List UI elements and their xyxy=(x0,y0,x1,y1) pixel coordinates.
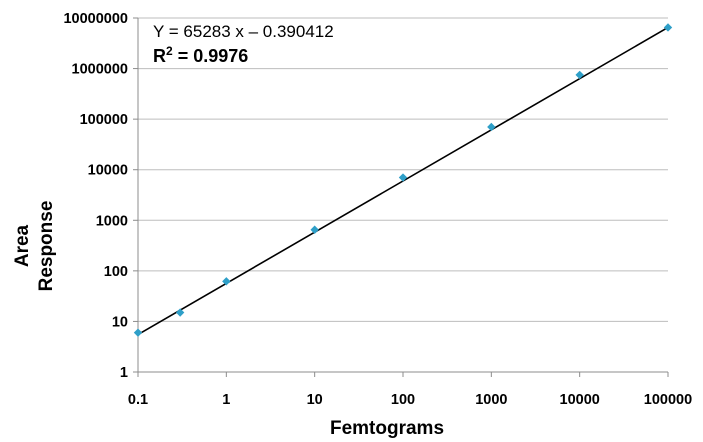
x-tick-label: 10 xyxy=(307,392,323,408)
y-tick-label: 100000 xyxy=(80,112,128,128)
data-point xyxy=(398,173,408,182)
y-axis-title-line1: Area xyxy=(12,224,33,267)
y-tick-label: 1 xyxy=(120,365,128,381)
data-point xyxy=(310,225,319,234)
x-tick-labels: 0.1 1 10 100 1000 10000 100000 xyxy=(128,392,692,408)
data-points xyxy=(133,23,673,337)
y-tick-label: 100 xyxy=(104,264,128,280)
data-point xyxy=(663,23,673,32)
y-tick-label: 10000 xyxy=(88,163,128,179)
gridlines xyxy=(138,17,668,322)
y-tick-label: 1000000 xyxy=(72,62,128,78)
x-tick-label: 10000 xyxy=(560,392,600,408)
data-point xyxy=(575,70,584,80)
x-axis-title: Femtograms xyxy=(330,418,444,439)
r-squared-label: R2 = 0.9976 xyxy=(153,44,248,66)
y-tick-label: 1000 xyxy=(96,213,128,229)
axes xyxy=(133,17,669,377)
y-axis-title-line2: Response xyxy=(36,201,57,292)
data-point xyxy=(133,328,143,337)
x-tick-label: 100 xyxy=(391,392,415,408)
y-tick-label: 10000000 xyxy=(63,11,128,27)
y-tick-label: 10 xyxy=(112,314,128,330)
regression-equation: Y = 65283 x – 0.390412 xyxy=(153,22,334,41)
data-point xyxy=(487,122,496,132)
data-point xyxy=(222,277,231,286)
x-tick-label: 100000 xyxy=(644,392,692,408)
r-squared-value: = 0.9976 xyxy=(173,46,249,66)
r-squared-superscript: 2 xyxy=(166,44,173,58)
x-tick-label: 1 xyxy=(222,392,230,408)
x-tick-label: 0.1 xyxy=(128,392,148,408)
y-tick-labels: 1 10 100 1000 10000 100000 1000000 10000000 xyxy=(63,11,128,381)
x-tick-label: 1000 xyxy=(475,392,507,408)
data-point xyxy=(175,308,185,317)
r-squared-r: R xyxy=(153,46,166,66)
